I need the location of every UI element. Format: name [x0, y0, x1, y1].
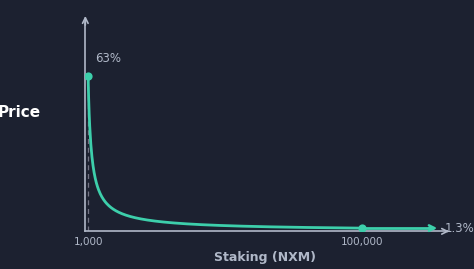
X-axis label: Staking (NXM): Staking (NXM)	[214, 251, 317, 264]
Text: Price: Price	[0, 105, 40, 121]
Point	[84, 74, 92, 78]
Point	[359, 226, 366, 230]
Text: 1.3%: 1.3%	[444, 222, 474, 235]
Text: 63%: 63%	[95, 52, 121, 65]
